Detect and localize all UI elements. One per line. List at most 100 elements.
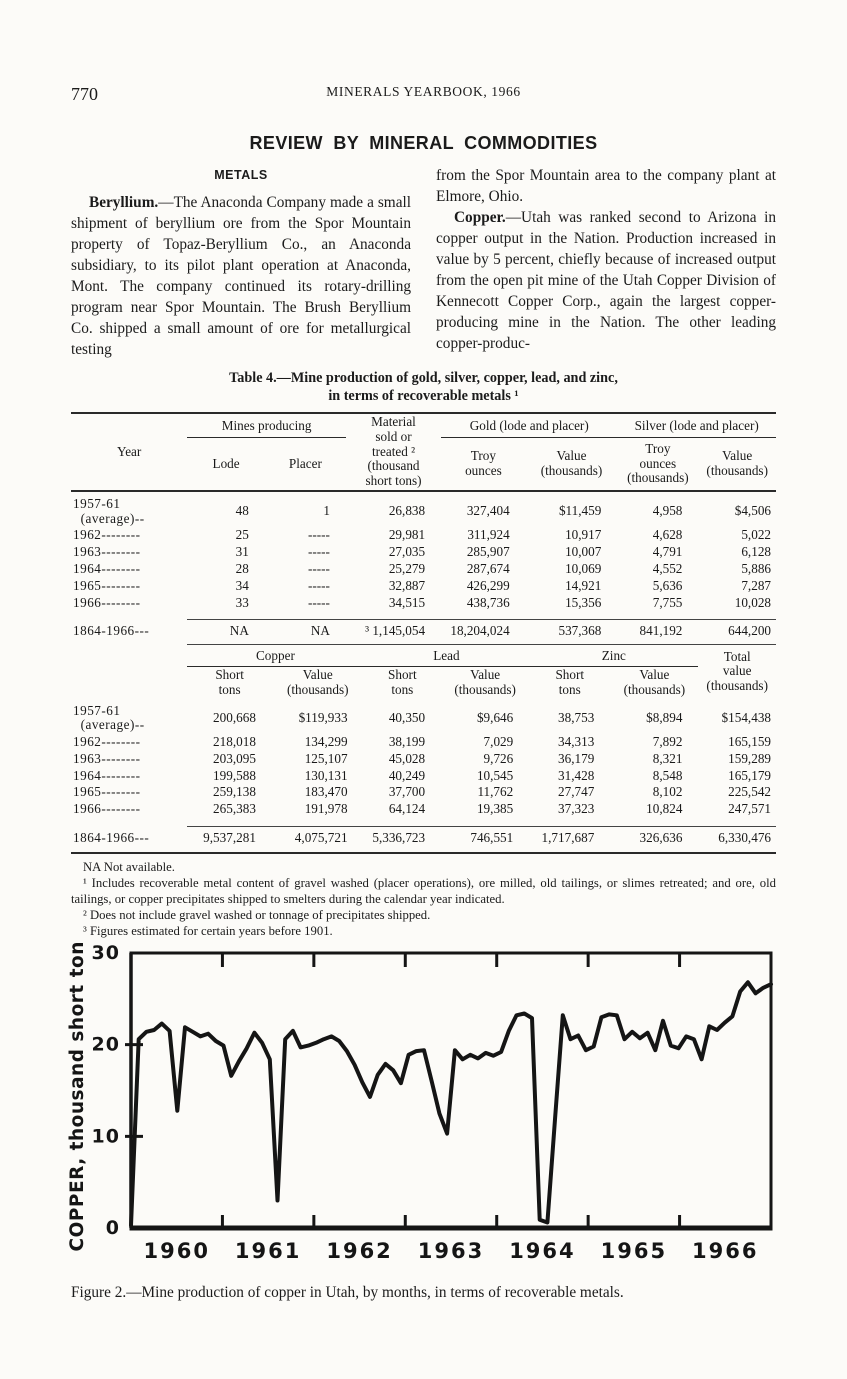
copper-production-line bbox=[129, 980, 773, 1228]
cell: $154,438 bbox=[721, 709, 771, 725]
cell: ----- bbox=[307, 577, 330, 593]
x-axis-year-label: 1962 bbox=[326, 1239, 392, 1263]
cell: 10,917 bbox=[565, 527, 602, 543]
cell: 8,102 bbox=[652, 784, 683, 800]
table-row: 1963-------- 203,095 125,107 45,028 9,726 36,… bbox=[71, 751, 776, 768]
cell: 134,299 bbox=[304, 734, 348, 750]
cell: 183,470 bbox=[304, 784, 348, 800]
footnote-1: ¹ Includes recoverable metal content of … bbox=[71, 875, 776, 906]
cell: 7,755 bbox=[652, 594, 683, 610]
figure-caption: Figure 2.—Mine production of copper in U… bbox=[71, 1283, 624, 1301]
cell: 311,924 bbox=[467, 527, 510, 543]
col-header-lead-value: Value (thousands) bbox=[441, 665, 530, 699]
table-row: 1965-------- 34 ----- 32,887 426,299 14,921 5,… bbox=[71, 578, 776, 595]
row-label: 1962-------- bbox=[73, 734, 141, 750]
row-label: 1957-61 (average)-- bbox=[73, 495, 145, 526]
table-row: 1962-------- 25 ----- 29,981 311,924 10,917 4,… bbox=[71, 527, 776, 544]
group-header-copper: Copper bbox=[187, 644, 364, 667]
cell: ----- bbox=[307, 527, 330, 543]
y-tick-label: 10 bbox=[92, 1125, 120, 1147]
cell: 165,159 bbox=[728, 734, 771, 750]
footnote-na: NA Not available. bbox=[83, 859, 175, 874]
cell: 4,958 bbox=[652, 503, 683, 519]
cell: 34,313 bbox=[558, 734, 595, 750]
page-number: 770 bbox=[71, 84, 98, 104]
production-table-upper: Year Mines producing Material sold or tr… bbox=[71, 412, 776, 645]
cell: 10,007 bbox=[565, 544, 602, 560]
cell: $119,933 bbox=[298, 709, 348, 725]
right-column: from the Spor Mountain area to the compa… bbox=[436, 165, 776, 360]
cell: 38,199 bbox=[388, 734, 426, 750]
row-label: 1957-61 (average)-- bbox=[73, 702, 145, 733]
cell: $9,646 bbox=[476, 709, 514, 725]
cell: 37,700 bbox=[388, 784, 426, 800]
table-total-row: 1864-1966--- 9,537,281 4,075,721 5,336,7… bbox=[71, 825, 776, 853]
group-header-gold: Gold (lode and placer) bbox=[441, 413, 618, 439]
cell: 7,892 bbox=[652, 734, 683, 750]
group-header-zinc: Zinc bbox=[529, 644, 699, 667]
cell: 426,299 bbox=[466, 577, 510, 593]
y-tick-label: 0 bbox=[106, 1217, 120, 1239]
table-row: 1963-------- 31 ----- 27,035 285,907 10,007 4,… bbox=[71, 544, 776, 561]
cell: 10,069 bbox=[565, 561, 602, 577]
cell: 265,383 bbox=[213, 801, 256, 817]
cell: 34 bbox=[235, 577, 249, 593]
table-row: 1966-------- 265,383 191,978 64,124 19,385 37… bbox=[71, 801, 776, 818]
cell: 15,356 bbox=[565, 594, 602, 610]
footnote-2: ² Does not include gravel washed or tonn… bbox=[83, 907, 431, 922]
col-header-copper-value: Value (thousands) bbox=[271, 665, 364, 699]
figure-2: 0 10 20 30 1960 1961 1962 1963 1964 1965 1966 COPPE… bbox=[66, 929, 781, 1280]
cell: 200,668 bbox=[213, 709, 256, 725]
cell: 125,107 bbox=[304, 750, 348, 766]
col-header-silver-ounces: Troy ounces (thousands) bbox=[627, 440, 689, 486]
table-title: Table 4.—Mine production of gold, silver… bbox=[229, 370, 618, 404]
paragraph-lead-word: Beryllium. bbox=[89, 194, 159, 211]
cell: 1 bbox=[323, 503, 330, 519]
table-row: 1966-------- 33 ----- 34,515 438,736 15,356 7,… bbox=[71, 595, 776, 612]
cell: 285,907 bbox=[466, 544, 510, 560]
cell: 10,028 bbox=[734, 594, 771, 610]
x-axis-year-label: 1966 bbox=[692, 1239, 758, 1263]
paragraph-lead-word: Copper. bbox=[454, 209, 506, 226]
row-label: 1964-------- bbox=[73, 767, 141, 783]
cell: 14,921 bbox=[565, 577, 602, 593]
cell: 130,131 bbox=[304, 767, 348, 783]
cell: 32,887 bbox=[388, 577, 426, 593]
cell: 6,128 bbox=[741, 544, 771, 560]
row-label: 1963-------- bbox=[73, 544, 141, 560]
page-header: 770 MINERALS YEARBOOK, 1966 bbox=[71, 84, 776, 106]
table-row: 1964-------- 199,588 130,131 40,249 10,545 31… bbox=[71, 768, 776, 785]
cell: 9,726 bbox=[483, 750, 514, 766]
cell: 4,628 bbox=[652, 527, 683, 543]
table-row: 1957-61 (average)-- 200,668 $119,933 40,350… bbox=[71, 699, 776, 735]
cell: ----- bbox=[307, 561, 330, 577]
cell: ----- bbox=[307, 594, 330, 610]
cell: 5,022 bbox=[741, 527, 771, 543]
cell: 8,321 bbox=[652, 750, 683, 766]
table-row: 1957-61 (average)-- 48 1 26,838 327,404 $11,4… bbox=[71, 491, 776, 528]
x-axis-year-label: 1963 bbox=[418, 1239, 484, 1263]
cell: 25 bbox=[235, 527, 249, 543]
cell: 4,791 bbox=[652, 544, 683, 560]
cell: 10,824 bbox=[646, 801, 683, 817]
paragraph-copper: Copper.—Utah was ranked second to Arizon… bbox=[436, 209, 776, 352]
cell: 5,886 bbox=[741, 561, 771, 577]
row-label: 1963-------- bbox=[73, 750, 141, 766]
cell: 64,124 bbox=[388, 801, 426, 817]
row-label: 1966-------- bbox=[73, 594, 141, 610]
table-total-row: 1864-1966--- NA NA ³ 1,145,054 18,204,02… bbox=[71, 619, 776, 645]
metals-heading: METALS bbox=[214, 168, 268, 182]
col-header-gold-value: Value (thousands) bbox=[540, 448, 603, 479]
col-header-material: Material sold or treated ² (thousand sho… bbox=[365, 414, 422, 489]
row-label: 1966-------- bbox=[73, 801, 141, 817]
y-axis-title: COPPER, thousand short tons bbox=[67, 943, 88, 1251]
cell: 4,552 bbox=[652, 561, 683, 577]
cell: 5,636 bbox=[652, 577, 683, 593]
cell: 10,545 bbox=[476, 767, 514, 783]
production-table-lower: Copper Lead Zinc Total value (thousands)… bbox=[71, 644, 776, 854]
cell: 45,028 bbox=[388, 750, 426, 766]
paragraph-continuation: from the Spor Mountain area to the compa… bbox=[436, 167, 776, 205]
two-column-body: METALS Beryllium.—The Anaconda Company m… bbox=[71, 165, 776, 360]
cell: 29,981 bbox=[388, 527, 426, 543]
cell: ----- bbox=[307, 544, 330, 560]
